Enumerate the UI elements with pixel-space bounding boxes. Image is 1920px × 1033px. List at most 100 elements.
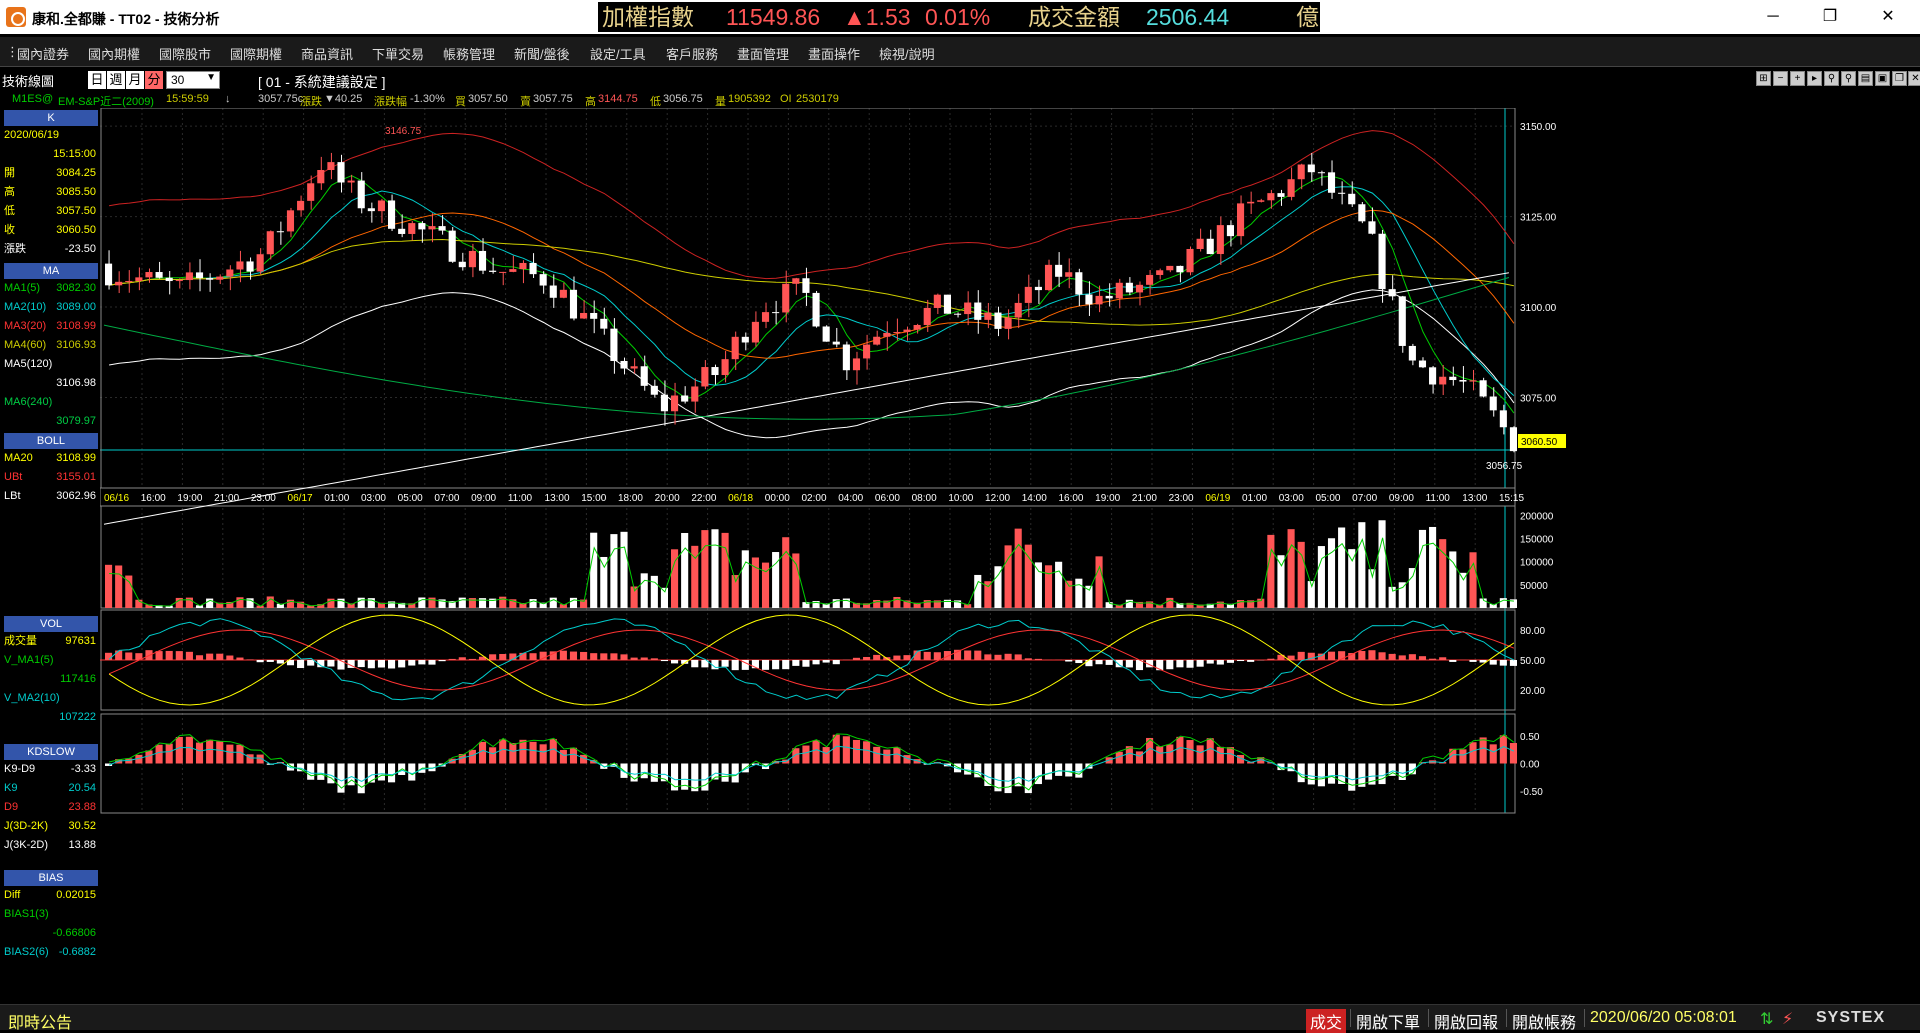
candle-body [1015,303,1022,318]
search-icon[interactable]: ⚲ [1824,71,1839,86]
menu-product-info[interactable]: 商品資訊 [301,44,353,63]
bias-header: BIAS [4,870,98,886]
minimize-icon[interactable]: ─ [1758,6,1788,28]
bias-diff-bar [570,748,577,764]
kd-diff-bar [428,660,435,665]
kd-diff-bar [1379,652,1386,660]
bias-diff-bar [408,764,415,781]
bias-diff-bar [469,750,476,764]
time-tick-label: 15:15 [1499,493,1524,504]
menu-support[interactable]: 客戶服務 [666,44,718,63]
bias-diff-bar [1166,744,1173,763]
candle-body [378,200,385,211]
ma3-row: MA3(20)3108.99 [4,317,98,336]
volume-tick-label: 150000 [1520,534,1554,545]
bias-diff-bar [489,747,496,763]
candle-body [226,269,233,276]
trade-indicator[interactable]: 成交 [1306,1009,1346,1033]
bias-diff-bar [247,754,254,763]
settings-title[interactable]: [ 01 - 系統建議設定 ] [258,72,386,92]
period-day-button[interactable]: 日 [88,71,106,89]
interval-select[interactable]: 30 ▼ [166,71,220,89]
kd-diff-bar [186,652,193,660]
technical-chart[interactable]: 3150.003125.003100.003075.00200000150000… [100,108,1920,993]
candle-body [267,231,274,254]
bias-diff-bar [1318,764,1325,787]
period-minute-button[interactable]: 分 [145,71,163,89]
magnify-icon[interactable]: ⚲ [1841,71,1856,86]
scroll-right-icon[interactable]: ▸ [1807,71,1822,86]
vol-ma1-label: V_MA1(5) [4,651,98,670]
news-ticker-label[interactable]: 即時公告 [8,1009,72,1033]
ma1-row: MA1(5)3082.30 [4,279,98,298]
quote-low-label: 低 [650,93,661,109]
kd-diff-bar [1500,660,1507,666]
zoom-out-icon[interactable]: − [1773,71,1788,86]
menu-order-trading[interactable]: 下單交易 [372,44,424,63]
close-panel-icon[interactable]: ✕ [1908,71,1920,86]
kd-diff-bar [1075,660,1082,663]
open-report-button[interactable]: 開啟回報 [1434,1009,1498,1033]
zoom-in-icon[interactable]: + [1790,71,1805,86]
volume-bar [722,533,729,608]
kd-diff-bar [631,658,638,660]
menu-domestic-futures[interactable]: 國內期權 [88,44,140,63]
volume-bar [711,529,718,608]
zoom-fit-icon[interactable]: ⊞ [1756,71,1771,86]
kd-diff-bar [570,652,577,660]
open-account-button[interactable]: 開啟帳務 [1512,1009,1576,1033]
time-tick-label: 11:00 [1426,493,1451,504]
menu-screen-operate[interactable]: 畫面操作 [808,44,860,63]
index-change: ▲1.53 [843,2,911,32]
print-icon[interactable]: ▤ [1858,71,1873,86]
kd-diff-bar [1449,660,1456,662]
candle-body [550,286,557,298]
time-tick-label: 20:00 [655,493,680,504]
menu-intl-futures[interactable]: 國際期權 [230,44,282,63]
status-separator [1584,1009,1585,1027]
menu-view-help[interactable]: 檢視/說明 [879,44,935,63]
menu-news[interactable]: 新聞/盤後 [514,44,570,63]
volume-bar [1469,552,1476,608]
time-tick-label: 06/18 [728,493,753,504]
close-icon[interactable]: ✕ [1873,6,1903,28]
candle-body [1197,239,1204,249]
maximize-icon[interactable]: ❐ [1815,6,1845,28]
time-tick-label: 21:00 [1132,493,1157,504]
index-label: 加權指數 [602,2,694,32]
candle-body [1207,239,1214,254]
save-icon[interactable]: ▣ [1875,71,1890,86]
period-week-button[interactable]: 週 [107,71,125,89]
menu-domestic-securities[interactable]: 國內證券 [17,44,69,63]
candle-body [1308,165,1315,173]
bias-diff-bar [1379,764,1386,785]
time-tick-label: 05:00 [1315,493,1340,504]
kd-diff-bar [1005,654,1012,660]
bias-diff-bar [873,747,880,764]
period-month-button[interactable]: 月 [126,71,144,89]
restore-icon[interactable]: ❐ [1892,71,1907,86]
time-tick-label: 18:00 [618,493,643,504]
menu-intl-stocks[interactable]: 國際股市 [159,44,211,63]
bias-tick-label: 0.00 [1520,760,1540,771]
menu-settings[interactable]: 設定/工具 [590,44,646,63]
kd-diff-bar [1166,660,1173,669]
candle-body [257,254,264,271]
menu-account[interactable]: 帳務管理 [443,44,495,63]
open-order-button[interactable]: 開啟下單 [1356,1009,1420,1033]
kd-diff-bar [378,660,385,668]
bias-diff-bar [823,747,830,763]
kd-diff-bar [176,651,183,660]
quote-symbol: M1ES@ [12,93,53,105]
bias-diff-bar [1500,735,1507,763]
volume-bar [105,565,112,608]
menu-screen-manage[interactable]: 畫面管理 [737,44,789,63]
candle-body [610,329,617,361]
candle-body [287,210,294,231]
quote-change: ▼40.25 [324,93,362,105]
kd-diff-bar [934,652,941,660]
